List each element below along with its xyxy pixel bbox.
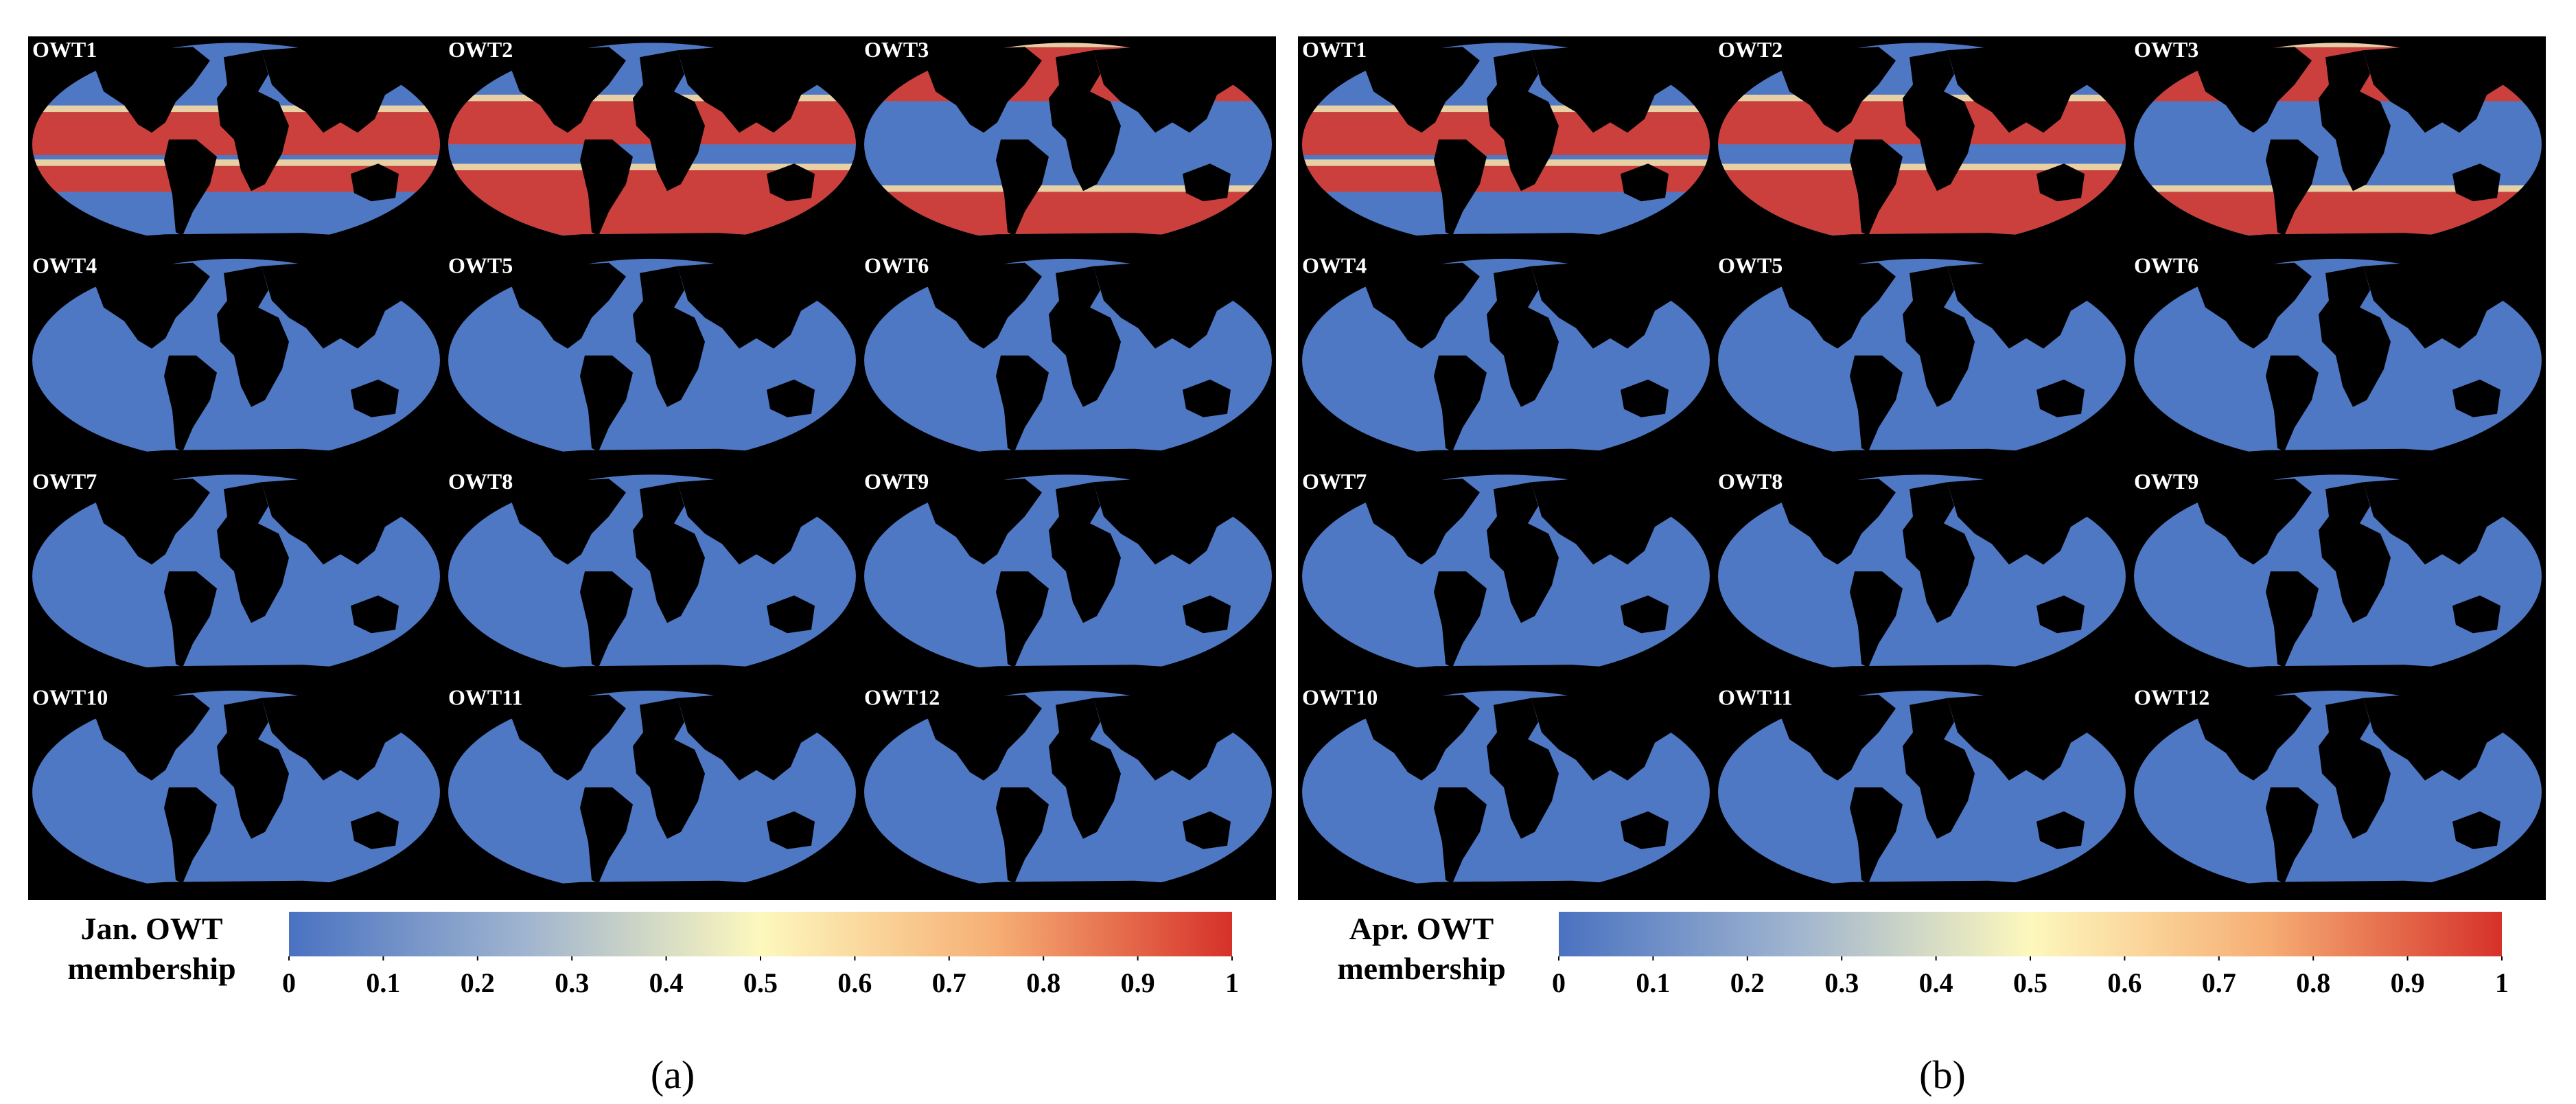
tile-label: OWT4 xyxy=(1302,253,1367,278)
colorbar-tick-label: 1 xyxy=(1225,967,1239,998)
tile-label: OWT6 xyxy=(864,253,929,278)
tile-label: OWT11 xyxy=(448,685,522,710)
colorbar-tick-label: 0.8 xyxy=(1026,967,1060,998)
tile-label: OWT10 xyxy=(32,685,108,710)
colorbar-tick-label: 0.1 xyxy=(366,967,400,998)
map-tile: OWT5 xyxy=(1718,253,2126,467)
tile-label: OWT1 xyxy=(1302,37,1367,62)
map-tile: OWT1 xyxy=(1302,37,1710,251)
map-tile: OWT11 xyxy=(1718,685,2126,899)
map-tile: OWT1 xyxy=(32,37,440,251)
colorbar-tick-label: 0.8 xyxy=(2296,967,2330,998)
map-tile: OWT4 xyxy=(32,253,440,467)
mid-membership-band xyxy=(864,43,1272,47)
map-tile: OWT4 xyxy=(1302,253,1710,467)
tile-label: OWT9 xyxy=(864,469,929,494)
colorbar-tick-label: 0.2 xyxy=(461,967,495,998)
tile-label: OWT1 xyxy=(32,37,97,62)
map-tile: OWT12 xyxy=(2134,685,2542,899)
map-tile: OWT10 xyxy=(32,685,440,899)
tile-label: OWT10 xyxy=(1302,685,1378,710)
map-tile: OWT9 xyxy=(2134,469,2542,683)
colorbar-tick-label: 0.6 xyxy=(837,967,872,998)
tile-label: OWT8 xyxy=(448,469,513,494)
mid-membership-band xyxy=(864,185,1272,192)
mid-membership-band xyxy=(2134,43,2542,47)
mid-membership-band xyxy=(1718,163,2126,170)
tile-label: OWT12 xyxy=(2134,685,2209,710)
map-tile: OWT11 xyxy=(448,685,856,899)
panel-label: (b) xyxy=(1919,1053,1966,1097)
colorbar-tick-label: 1 xyxy=(2495,967,2509,998)
colorbar-tick-label: 0.5 xyxy=(743,967,778,998)
colorbar-tick-label: 0.2 xyxy=(1730,967,1765,998)
colorbar-tick-label: 0.4 xyxy=(1919,967,1953,998)
colorbar-tick-label: 0.1 xyxy=(1636,967,1670,998)
colorbar-tick-label: 0.9 xyxy=(2391,967,2425,998)
colorbar xyxy=(1559,912,2502,956)
mid-membership-band xyxy=(1302,159,1710,166)
colorbar-title: Jan. OWT xyxy=(80,911,222,946)
mid-membership-band xyxy=(2134,185,2542,192)
map-tile: OWT7 xyxy=(1302,469,1710,683)
colorbar-tick-label: 0.5 xyxy=(2013,967,2047,998)
tile-label: OWT2 xyxy=(1718,37,1783,62)
tile-label: OWT5 xyxy=(1718,253,1783,278)
colorbar-tick-label: 0.9 xyxy=(1121,967,1155,998)
mid-membership-band xyxy=(448,163,856,170)
map-tile: OWT6 xyxy=(864,253,1272,467)
map-tile: OWT7 xyxy=(32,469,440,683)
tile-label: OWT6 xyxy=(2134,253,2198,278)
tile-label: OWT5 xyxy=(448,253,513,278)
colorbar-tick-label: 0 xyxy=(282,967,296,998)
tile-label: OWT8 xyxy=(1718,469,1783,494)
colorbar-tick-label: 0.7 xyxy=(932,967,966,998)
colorbar-tick-label: 0.7 xyxy=(2202,967,2236,998)
colorbar-tick-label: 0.4 xyxy=(649,967,684,998)
panel-label: (a) xyxy=(651,1053,695,1097)
colorbar-tick-label: 0.6 xyxy=(2107,967,2142,998)
map-tile: OWT8 xyxy=(448,469,856,683)
map-tile: OWT9 xyxy=(864,469,1272,683)
map-tile: OWT10 xyxy=(1302,685,1710,899)
colorbar-title: membership xyxy=(67,951,235,986)
tile-label: OWT11 xyxy=(1718,685,1792,710)
tile-label: OWT4 xyxy=(32,253,97,278)
map-tile: OWT6 xyxy=(2134,253,2542,467)
map-tile: OWT8 xyxy=(1718,469,2126,683)
mid-membership-band xyxy=(32,159,440,166)
map-tile: OWT12 xyxy=(864,685,1272,899)
tile-label: OWT12 xyxy=(864,685,940,710)
colorbar-title: Apr. OWT xyxy=(1349,911,1494,946)
colorbar-tick-label: 0.3 xyxy=(555,967,589,998)
tile-label: OWT2 xyxy=(448,37,513,62)
map-tile: OWT5 xyxy=(448,253,856,467)
tile-label: OWT9 xyxy=(2134,469,2198,494)
colorbar-tick-label: 0.3 xyxy=(1824,967,1859,998)
tile-label: OWT7 xyxy=(32,469,97,494)
colorbar-title: membership xyxy=(1337,951,1505,986)
colorbar-tick-label: 0 xyxy=(1552,967,1566,998)
tile-label: OWT3 xyxy=(864,37,929,62)
tile-label: OWT3 xyxy=(2134,37,2198,62)
tile-label: OWT7 xyxy=(1302,469,1367,494)
colorbar xyxy=(289,912,1232,956)
